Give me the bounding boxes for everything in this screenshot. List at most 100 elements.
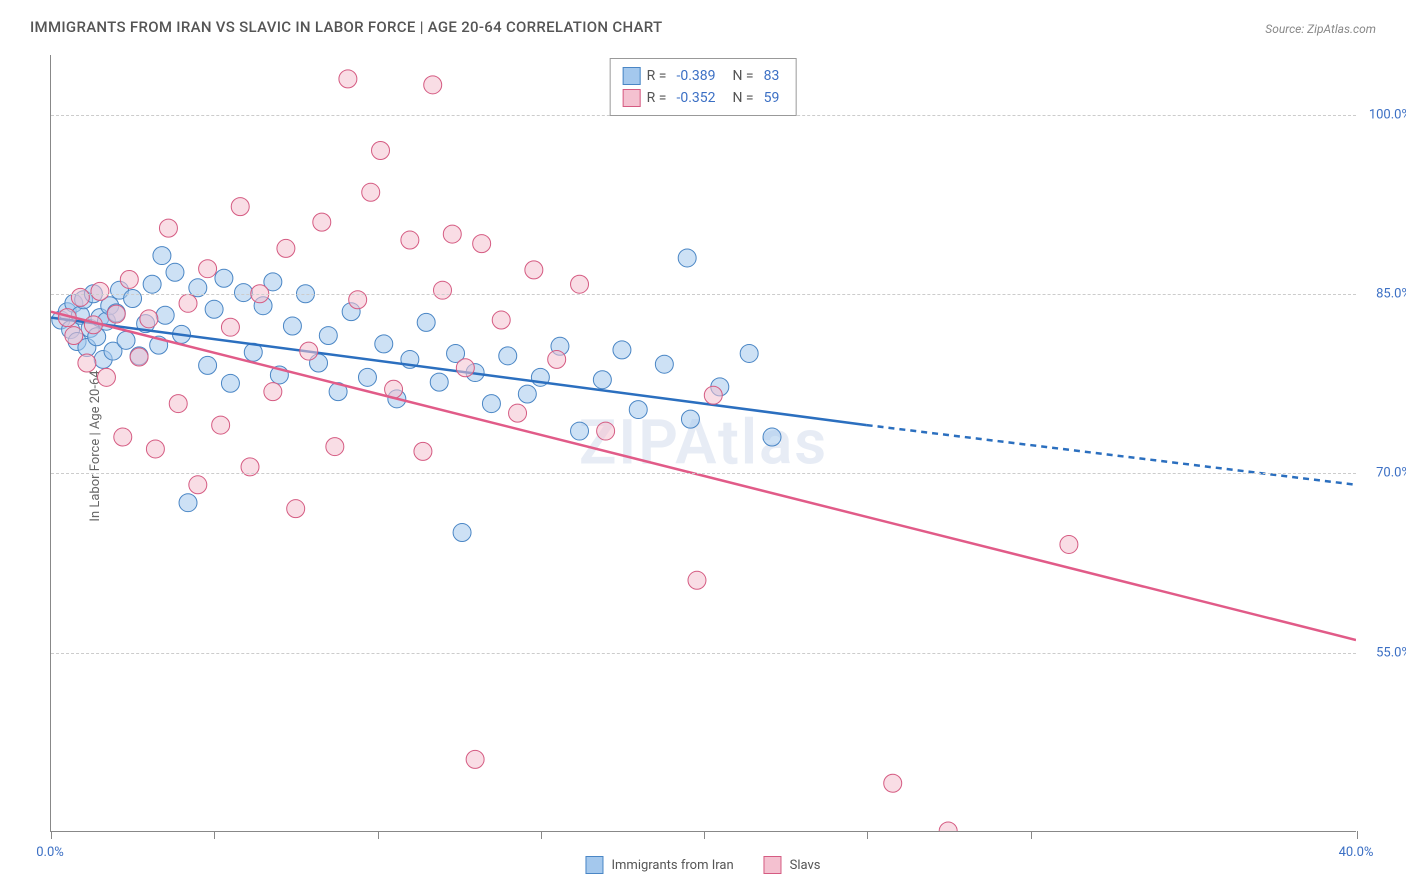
data-point bbox=[140, 310, 158, 328]
data-point bbox=[156, 306, 174, 324]
x-tick bbox=[867, 831, 868, 839]
data-point bbox=[434, 281, 452, 299]
source-label: Source: ZipAtlas.com bbox=[1265, 22, 1376, 36]
data-point bbox=[1060, 535, 1078, 553]
data-point bbox=[143, 275, 161, 293]
data-point bbox=[655, 355, 673, 373]
data-point bbox=[221, 374, 239, 392]
data-point bbox=[120, 270, 138, 288]
series-legend: Immigrants from Iran Slavs bbox=[585, 856, 820, 874]
data-point bbox=[466, 750, 484, 768]
data-point bbox=[939, 822, 957, 831]
correlation-chart: IMMIGRANTS FROM IRAN VS SLAVIC IN LABOR … bbox=[0, 0, 1406, 892]
data-point bbox=[362, 183, 380, 201]
data-point bbox=[593, 371, 611, 389]
legend-swatch bbox=[764, 856, 782, 874]
legend-swatch bbox=[623, 89, 641, 107]
data-point bbox=[91, 282, 109, 300]
data-point bbox=[283, 317, 301, 335]
grid-line bbox=[51, 653, 1356, 654]
data-point bbox=[678, 249, 696, 267]
y-tick-label: 100.0% bbox=[1369, 107, 1406, 122]
data-point bbox=[71, 288, 89, 306]
series-legend-item: Slavs bbox=[764, 856, 821, 874]
data-point bbox=[153, 247, 171, 265]
data-point bbox=[146, 440, 164, 458]
x-tick bbox=[1031, 831, 1032, 839]
data-point bbox=[65, 327, 83, 345]
y-tick-label: 55.0% bbox=[1376, 645, 1406, 660]
x-tick-label: 40.0% bbox=[1339, 845, 1374, 860]
data-point bbox=[277, 239, 295, 257]
data-point bbox=[319, 327, 337, 345]
legend-r-value: -0.389 bbox=[676, 68, 715, 84]
trend-line-ext bbox=[867, 425, 1356, 485]
legend-row: R = -0.389 N = 83 bbox=[623, 65, 784, 87]
legend-n-label: N = bbox=[726, 90, 754, 106]
data-point bbox=[884, 774, 902, 792]
data-point bbox=[97, 368, 115, 386]
data-point bbox=[234, 284, 252, 302]
legend-r-label: R = bbox=[647, 90, 667, 106]
data-point bbox=[525, 261, 543, 279]
legend-n-value: 59 bbox=[764, 90, 780, 106]
data-point bbox=[189, 476, 207, 494]
data-point bbox=[613, 341, 631, 359]
data-point bbox=[339, 70, 357, 88]
data-point bbox=[430, 373, 448, 391]
data-point bbox=[597, 422, 615, 440]
chart-svg bbox=[51, 55, 1356, 831]
x-tick bbox=[378, 831, 379, 839]
data-point bbox=[231, 198, 249, 216]
data-point bbox=[114, 428, 132, 446]
x-tick bbox=[541, 831, 542, 839]
data-point bbox=[205, 300, 223, 318]
data-point bbox=[763, 428, 781, 446]
trend-line bbox=[51, 312, 1356, 640]
chart-title: IMMIGRANTS FROM IRAN VS SLAVIC IN LABOR … bbox=[30, 18, 662, 36]
data-point bbox=[548, 350, 566, 368]
x-tick bbox=[1357, 831, 1358, 839]
data-point bbox=[740, 344, 758, 362]
grid-line bbox=[51, 294, 1356, 295]
legend-swatch bbox=[585, 856, 603, 874]
data-point bbox=[159, 219, 177, 237]
data-point bbox=[124, 290, 142, 308]
series-name: Slavs bbox=[790, 858, 821, 873]
data-point bbox=[571, 422, 589, 440]
data-point bbox=[473, 235, 491, 253]
data-point bbox=[456, 359, 474, 377]
data-point bbox=[287, 500, 305, 518]
series-name: Immigrants from Iran bbox=[611, 858, 733, 873]
legend-r-label: R = bbox=[647, 68, 667, 84]
data-point bbox=[492, 311, 510, 329]
y-tick-label: 70.0% bbox=[1376, 466, 1406, 481]
data-point bbox=[518, 385, 536, 403]
data-point bbox=[166, 263, 184, 281]
data-point bbox=[300, 342, 318, 360]
data-point bbox=[179, 494, 197, 512]
data-point bbox=[401, 231, 419, 249]
data-point bbox=[130, 348, 148, 366]
data-point bbox=[571, 275, 589, 293]
data-point bbox=[179, 294, 197, 312]
data-point bbox=[199, 356, 217, 374]
data-point bbox=[453, 524, 471, 542]
data-point bbox=[199, 260, 217, 278]
x-tick bbox=[704, 831, 705, 839]
x-tick-label: 0.0% bbox=[36, 845, 64, 860]
data-point bbox=[117, 331, 135, 349]
data-point bbox=[313, 213, 331, 231]
series-legend-item: Immigrants from Iran bbox=[585, 856, 733, 874]
data-point bbox=[629, 401, 647, 419]
data-point bbox=[375, 335, 393, 353]
data-point bbox=[169, 395, 187, 413]
legend-swatch bbox=[623, 67, 641, 85]
data-point bbox=[509, 404, 527, 422]
legend-n-label: N = bbox=[726, 68, 754, 84]
data-point bbox=[681, 410, 699, 428]
data-point bbox=[358, 368, 376, 386]
data-point bbox=[499, 347, 517, 365]
data-point bbox=[414, 442, 432, 460]
data-point bbox=[264, 383, 282, 401]
